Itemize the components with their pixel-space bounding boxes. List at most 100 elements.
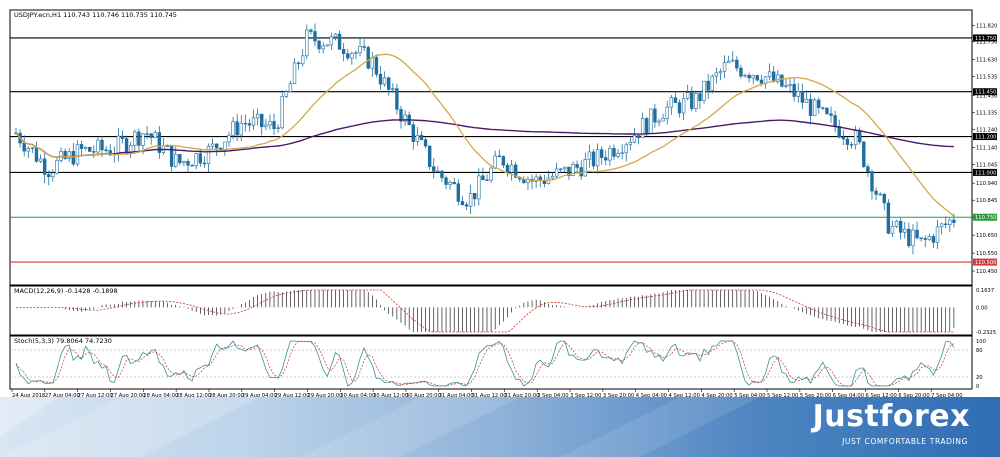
candle-body (833, 115, 837, 127)
stoch-layer: 100 80 20 0 (10, 339, 986, 390)
time-tick-label: 29 Aug 04:00 (242, 393, 277, 397)
candle-body (669, 97, 674, 108)
candle-body (157, 132, 162, 153)
time-tick-label: 27 Aug 20:00 (110, 393, 145, 397)
level-label-box (973, 88, 997, 96)
candle-body (829, 113, 833, 116)
candle-body (853, 130, 858, 146)
candle-body (849, 144, 854, 146)
candle-body (640, 118, 645, 139)
candle-body (792, 84, 796, 97)
candle-body (657, 120, 661, 123)
candle-body (382, 77, 387, 85)
candle-body (595, 149, 600, 167)
candle-body (911, 229, 915, 247)
candle-body (784, 85, 788, 87)
candle-body (952, 219, 956, 223)
candle-body (878, 193, 882, 196)
candle-body (174, 154, 178, 167)
candle-body (460, 201, 465, 206)
candle-body (858, 130, 862, 143)
candle-body (79, 144, 84, 149)
candle-body (395, 88, 399, 110)
candle-body (423, 139, 428, 147)
symbol-header: USDJPY.ecn,H1 110.743 110.746 110.735 11… (14, 11, 177, 19)
candle-body (771, 71, 776, 82)
time-tick-label: 4 Sep 12:00 (669, 393, 700, 397)
candle-body (337, 33, 342, 50)
candle-body (477, 175, 481, 200)
candle-body (235, 121, 239, 136)
candle-body (677, 102, 682, 114)
candle-body (841, 136, 846, 140)
candle-body (448, 182, 452, 185)
candle-body (141, 133, 145, 146)
candle-body (571, 164, 575, 176)
candle-body (718, 71, 723, 74)
level-label: 110.750 (975, 215, 996, 221)
candle-body (559, 168, 563, 171)
macd-tick-label: 0.1637 (976, 288, 994, 294)
candle-body (411, 124, 415, 142)
time-tick-label: 3 Sep 20:00 (603, 393, 634, 397)
candle-body (489, 167, 493, 181)
candle-body (563, 166, 567, 170)
level-label-box (973, 34, 997, 42)
candle-body (939, 223, 944, 228)
candle-body (264, 124, 268, 128)
candle-body (894, 220, 899, 227)
candle-body (567, 166, 571, 176)
candle-body (505, 164, 510, 173)
candle-body (346, 53, 350, 59)
candle-body (194, 153, 198, 166)
candle-body (153, 132, 157, 138)
candle-body (198, 153, 203, 164)
candle-body (575, 164, 579, 168)
candle-body (255, 113, 260, 119)
candle-body (915, 229, 919, 239)
candle-body (931, 236, 936, 243)
candle-body (22, 142, 26, 152)
stoch-tick-label: 0 (976, 384, 979, 390)
candle-body (722, 62, 727, 72)
candle-body (366, 47, 370, 69)
price-tick-label: 111.535 (976, 74, 997, 80)
candle-body (464, 204, 469, 207)
candle-body (812, 99, 817, 116)
candle-body (681, 98, 686, 114)
candle-body (51, 172, 55, 178)
candle-body (83, 147, 88, 149)
price-tick-label: 111.045 (976, 162, 997, 168)
stoch-header: Stoch(5,3,3) 79.8064 74.7230 (14, 337, 112, 345)
candle-body (825, 107, 829, 115)
candle-body (808, 98, 813, 116)
macd-tick-label: -0.2325 (976, 330, 996, 336)
candle-body (362, 46, 366, 48)
time-tick-label: 24 Aug 2018 (12, 393, 45, 397)
candle-body (305, 29, 309, 57)
candle-body (313, 31, 317, 42)
price-tick-label: 111.240 (976, 127, 997, 133)
candle-body (497, 155, 501, 158)
time-tick-label: 4 Sep 20:00 (701, 393, 732, 397)
candle-body (149, 133, 153, 138)
candle-body (38, 158, 43, 162)
candle-body (788, 84, 792, 86)
candle-body (300, 55, 305, 65)
candle-body (47, 174, 51, 178)
candle-body (473, 192, 477, 200)
candle-body (673, 97, 678, 103)
candle-body (350, 53, 354, 59)
candle-body (284, 91, 289, 97)
time-tick-label: 5 Sep 04:00 (734, 393, 765, 397)
candle-body (399, 109, 403, 122)
time-tick-label: 3 Sep 12:00 (570, 393, 601, 397)
candle-body (796, 91, 800, 97)
candle-body (206, 146, 211, 164)
candle-body (321, 45, 325, 50)
macd-header: MACD(12,26,9) -0.1428 -0.1898 (14, 287, 118, 295)
candle-body (587, 151, 592, 160)
slow-moving-average (15, 119, 954, 158)
candle-body (403, 114, 407, 122)
time-tick-label: 28 Aug 12:00 (176, 393, 211, 397)
